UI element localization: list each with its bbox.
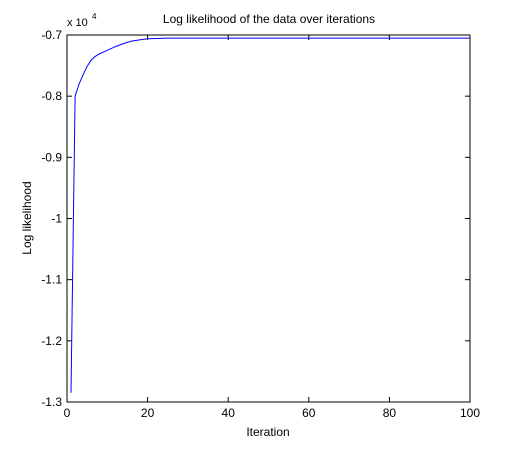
chart-title: Log likelihood of the data over iteratio… [163,12,375,26]
x-tick-label: 100 [460,406,480,420]
x-tick-label: 60 [302,406,316,420]
y-tick-label: -0.7 [41,28,62,42]
series-line [70,37,470,393]
x-tick-label: 80 [383,406,397,420]
y-axis-tick-labels: -1.3 -1.2 -1.1 -1 -0.9 -0.8 -0.7 [41,28,62,409]
plot-area [66,34,471,403]
x-tick-label: 0 [64,406,71,420]
y-tick-label: -1.2 [41,334,62,348]
x-axis-label: Iteration [246,425,289,439]
x-axis-tick-labels: 0 20 40 60 80 100 [64,406,481,420]
y-exponent-base: x 10 [67,17,88,29]
y-axis-label: Log likelihood [20,181,34,254]
x-tick-label: 40 [222,406,236,420]
y-exponent: x 10 4 [67,12,97,29]
y-tick-label: -1 [51,212,62,226]
y-axis-ticks [67,34,470,403]
x-axis-ticks [66,35,471,402]
x-tick-label: 20 [141,406,155,420]
y-tick-label: -0.8 [41,89,62,103]
y-tick-label: -1.1 [41,273,62,287]
y-tick-label: -0.9 [41,150,62,164]
y-tick-label: -1.3 [41,395,62,409]
y-exponent-power: 4 [92,12,97,21]
